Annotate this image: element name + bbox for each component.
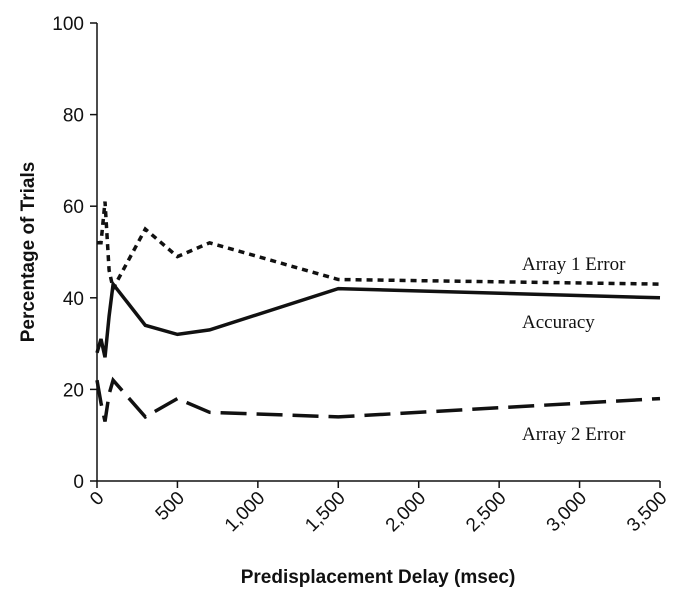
x-tick-label: 500 — [152, 488, 189, 525]
x-tick-label: 3,000 — [543, 488, 591, 536]
series-labels: Array 1 Error Accuracy Array 2 Error — [522, 254, 626, 445]
x-tick-label: 1,000 — [221, 488, 269, 536]
axes — [96, 23, 660, 482]
y-tick-label: 60 — [63, 197, 84, 218]
x-axis-title: Predisplacement Delay (msec) — [241, 567, 516, 588]
series-line-0 — [97, 201, 661, 294]
series-line-1 — [95, 279, 661, 358]
x-tick-label: 1,500 — [301, 488, 349, 536]
y-tick-label: 0 — [73, 472, 84, 493]
series-label-1: Accuracy — [522, 312, 595, 333]
x-tick-label: 2,500 — [462, 488, 510, 536]
y-tick-label: 80 — [63, 106, 84, 127]
x-ticks: 0 500 1,000 1,500 2,000 2,500 3,000 3,500 — [86, 481, 672, 536]
x-tick-label: 3,500 — [623, 488, 671, 536]
y-ticks: 0 20 40 60 80 100 — [52, 14, 97, 493]
series-label-2: Array 2 Error — [522, 424, 626, 445]
y-tick-label: 40 — [63, 289, 84, 310]
series-line-2 — [95, 376, 661, 422]
series-lines — [95, 201, 661, 422]
y-axis-title: Percentage of Trials — [18, 162, 39, 343]
y-tick-label: 100 — [52, 14, 84, 35]
y-tick-label: 20 — [63, 380, 84, 401]
series-label-0: Array 1 Error — [522, 254, 626, 275]
x-tick-label: 2,000 — [382, 488, 430, 536]
x-tick-label: 0 — [86, 488, 108, 510]
